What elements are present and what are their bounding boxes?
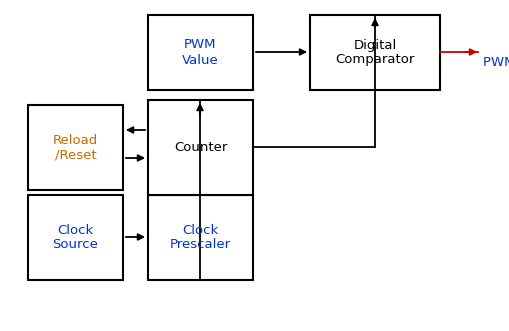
Text: Counter: Counter bbox=[174, 141, 227, 154]
Bar bbox=[148, 195, 252, 280]
Bar bbox=[28, 195, 123, 280]
Bar bbox=[309, 15, 439, 90]
Text: Clock
Source: Clock Source bbox=[52, 223, 98, 252]
Text: PWM OUT: PWM OUT bbox=[482, 56, 509, 69]
Bar bbox=[148, 100, 252, 195]
Text: Clock
Prescaler: Clock Prescaler bbox=[169, 223, 231, 252]
Text: Digital
Comparator: Digital Comparator bbox=[334, 38, 414, 67]
Bar bbox=[28, 105, 123, 190]
Text: Reload
/Reset: Reload /Reset bbox=[53, 133, 98, 162]
Bar bbox=[148, 15, 252, 90]
Text: PWM
Value: PWM Value bbox=[182, 38, 218, 67]
